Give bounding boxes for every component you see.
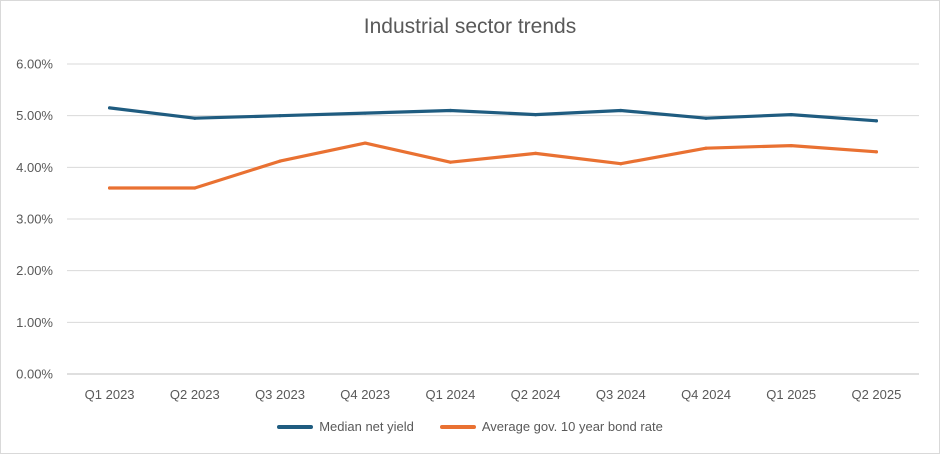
data-point (619, 162, 623, 166)
x-tick-label: Q3 2023 (255, 387, 305, 402)
data-point (108, 186, 112, 190)
series-line-2 (107, 141, 879, 190)
y-tick-label: 0.00% (16, 367, 53, 382)
data-point (193, 116, 197, 120)
y-tick-label: 2.00% (16, 263, 53, 278)
y-tick-label: 6.00% (16, 57, 53, 72)
data-point (619, 108, 623, 113)
legend-swatch (277, 424, 314, 429)
data-point (193, 186, 197, 190)
legend-swatch (439, 424, 476, 429)
data-point (789, 113, 793, 117)
y-tick-label: 5.00% (16, 108, 53, 123)
data-point (448, 160, 452, 164)
x-tick-label: Q3 2024 (596, 387, 646, 402)
legend-label: Average gov. 10 year bond rate (481, 419, 663, 434)
data-point (363, 111, 367, 115)
data-point (448, 108, 452, 113)
x-tick-label: Q2 2025 (851, 387, 901, 402)
data-point (278, 159, 282, 163)
series-line-1 (107, 106, 879, 123)
data-point (278, 114, 282, 118)
data-point (874, 119, 879, 123)
legend-item-1: Median net yield (277, 419, 414, 434)
data-point (534, 113, 538, 117)
data-point (704, 116, 708, 120)
x-tick-label: Q4 2024 (681, 387, 731, 402)
x-tick-label: Q1 2024 (425, 387, 475, 402)
x-tick-label: Q2 2024 (511, 387, 561, 402)
x-tick-label: Q4 2023 (340, 387, 390, 402)
data-point (874, 150, 879, 154)
data-point (534, 151, 538, 155)
legend-label: Median net yield (319, 419, 414, 434)
chart-title: Industrial sector trends (363, 15, 577, 38)
y-tick-label: 1.00% (16, 315, 53, 330)
x-tick-label: Q1 2025 (766, 387, 816, 402)
data-point (789, 144, 793, 148)
chart-legend: Median net yield Average gov. 10 year bon… (1, 419, 939, 434)
x-tick-label: Q2 2023 (170, 387, 220, 402)
y-tick-label: 3.00% (16, 212, 53, 227)
data-point (108, 106, 112, 110)
x-tick-label: Q1 2023 (85, 387, 135, 402)
y-tick-label: 4.00% (16, 160, 53, 175)
data-point (704, 146, 708, 150)
legend-item-2: Average gov. 10 year bond rate (439, 419, 663, 434)
data-point (363, 141, 367, 145)
